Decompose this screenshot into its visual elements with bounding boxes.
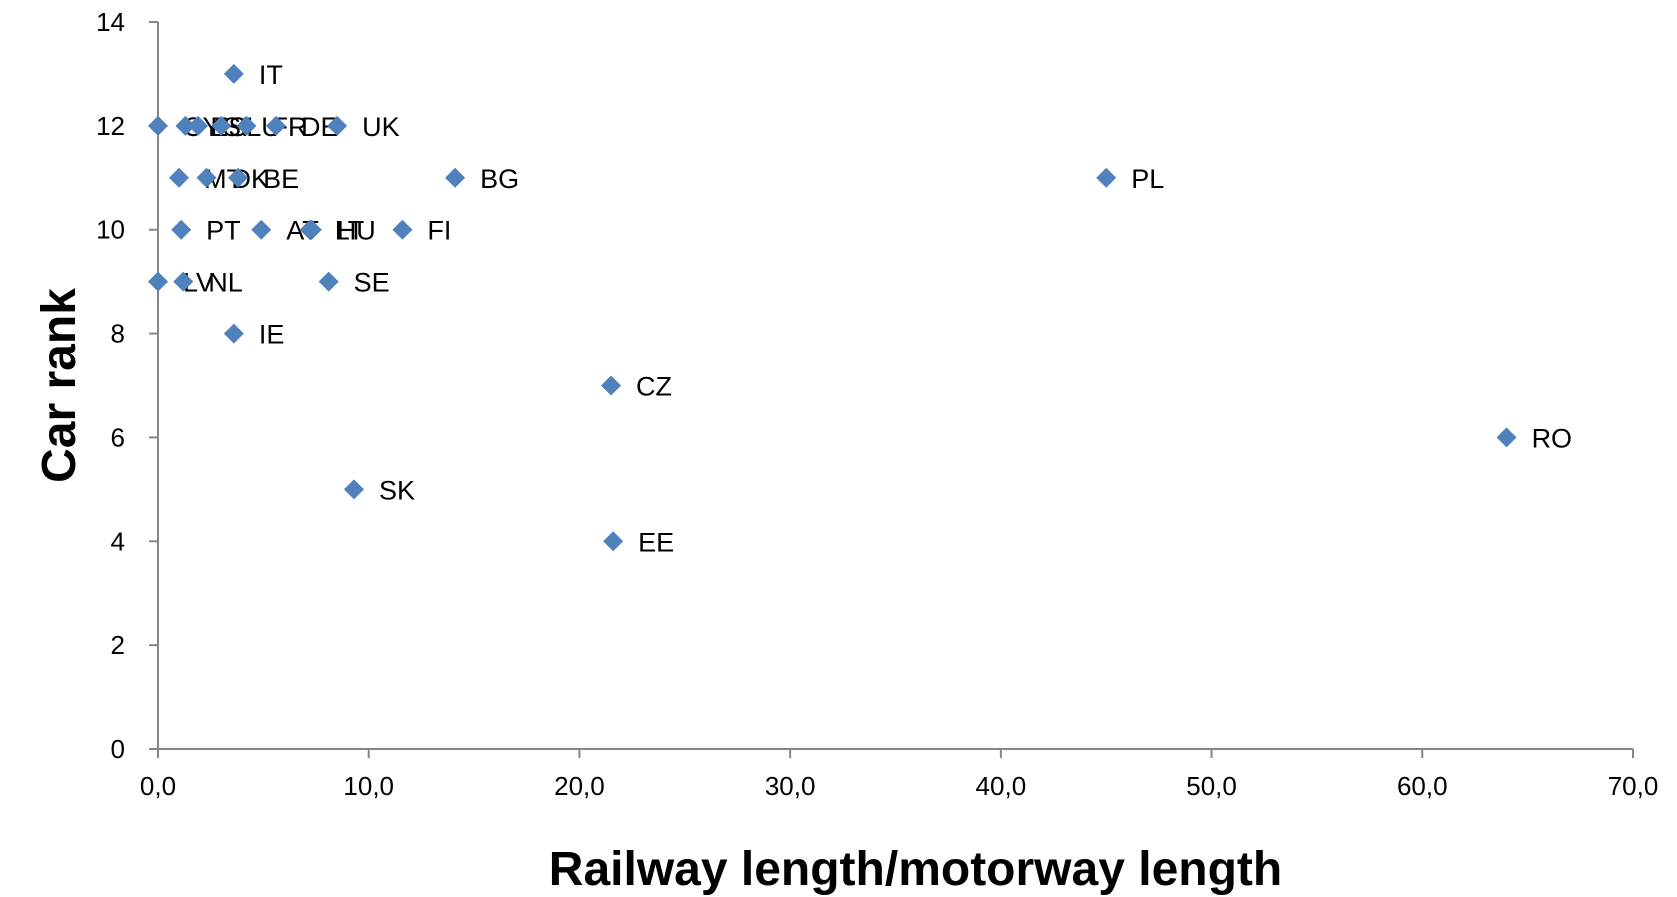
data-point-marker (266, 115, 286, 136)
data-point: SE (318, 268, 390, 298)
x-axis-ticks: 0,0 10,0 20,0 30,0 40,0 50,0 60,0 70,0 (140, 749, 1658, 801)
y-axis-ticks: 0 2 4 6 8 10 12 14 (96, 7, 158, 764)
data-point-marker (343, 479, 364, 500)
x-tick-label: 40,0 (976, 771, 1027, 801)
data-point-marker (169, 167, 190, 188)
data-point-label: RO (1532, 423, 1573, 453)
x-axis-title: Railway length/motorway length (549, 843, 1282, 896)
data-point-label: PT (206, 216, 241, 246)
data-point-label: IT (259, 60, 283, 90)
y-tick-label: 2 (111, 630, 125, 660)
data-point-marker (175, 115, 196, 136)
data-point-label: BE (263, 164, 299, 194)
data-point-marker (299, 219, 320, 240)
data-point-marker (236, 115, 257, 136)
data-point-label: HU (337, 216, 376, 246)
data-point: PT (171, 216, 241, 246)
x-tick-label: 0,0 (140, 771, 176, 801)
data-point-marker (188, 115, 209, 136)
y-tick-label: 4 (111, 526, 125, 556)
data-point-marker (223, 63, 244, 84)
y-tick-label: 6 (111, 422, 125, 452)
axes (157, 22, 1633, 750)
data-point-marker (392, 219, 413, 240)
data-points: ITCYESSILUFRDEUKMTDKBEBGPLPTATHULTFILVNL… (148, 60, 1572, 557)
data-point-label: BG (480, 164, 519, 194)
data-point-marker (148, 115, 168, 136)
data-point-label: SK (379, 475, 415, 505)
data-point-marker (211, 115, 232, 136)
x-tick-label: 10,0 (343, 771, 394, 801)
data-point-marker (196, 167, 217, 188)
data-point-marker (228, 167, 249, 188)
data-point: NL (173, 268, 243, 298)
x-tick-label: 30,0 (765, 771, 816, 801)
data-point-marker (603, 531, 624, 552)
data-point-marker (148, 271, 168, 292)
data-point-label: LT (335, 216, 365, 246)
data-point-label: PL (1131, 164, 1164, 194)
data-point-label: SE (354, 268, 390, 298)
data-point-label: UK (362, 112, 400, 142)
data-point: RO (1496, 423, 1573, 453)
data-point-marker (1096, 167, 1117, 188)
data-point-marker (251, 219, 272, 240)
data-point: IT (223, 60, 283, 90)
data-point-marker (445, 167, 466, 188)
data-point-marker (1496, 427, 1517, 448)
data-point: IE (223, 320, 285, 350)
data-point-label: FI (427, 216, 451, 246)
y-axis-title: Car rank (33, 288, 86, 483)
data-point: SK (343, 475, 415, 505)
x-tick-label: 50,0 (1186, 771, 1237, 801)
x-tick-label: 70,0 (1608, 771, 1659, 801)
y-tick-label: 10 (96, 215, 125, 245)
data-point: LT (299, 216, 365, 246)
data-point-marker (318, 271, 339, 292)
data-point: CZ (601, 372, 672, 402)
data-point-marker (601, 375, 622, 396)
data-point: DE (266, 112, 339, 142)
data-point-marker (173, 271, 194, 292)
y-tick-label: 8 (111, 319, 125, 349)
data-point: FI (392, 216, 451, 246)
data-point-label: EE (638, 527, 674, 557)
data-point: PL (1096, 164, 1164, 194)
data-point-label: IE (259, 320, 285, 350)
y-tick-label: 14 (96, 7, 125, 37)
y-tick-label: 12 (96, 111, 125, 141)
x-tick-label: 60,0 (1397, 771, 1448, 801)
data-point: EE (603, 527, 674, 557)
data-point-label: CZ (636, 372, 672, 402)
y-tick-label: 0 (111, 734, 125, 764)
data-point-marker (327, 115, 348, 136)
data-point-marker (171, 219, 192, 240)
data-point-marker (223, 323, 244, 344)
x-tick-label: 20,0 (554, 771, 605, 801)
data-point-label: NL (208, 268, 243, 298)
data-point: BE (228, 164, 299, 194)
data-point: BG (445, 164, 519, 194)
data-point: UK (327, 112, 400, 142)
